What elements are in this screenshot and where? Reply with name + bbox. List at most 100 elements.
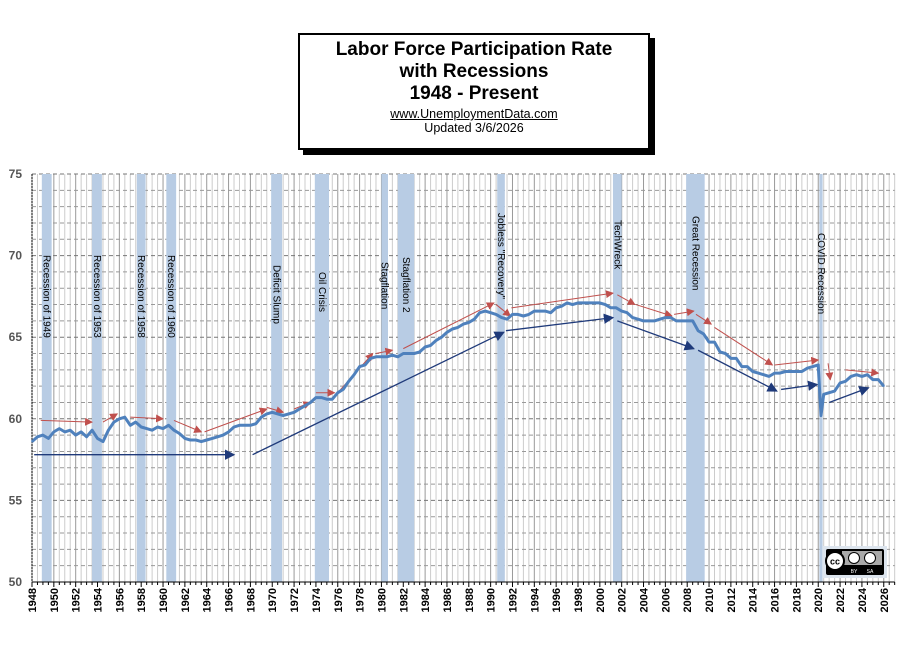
recession-band	[497, 174, 505, 582]
x-tick-label: 2014	[748, 587, 760, 612]
data-point	[200, 440, 203, 443]
data-point	[511, 313, 514, 316]
data-point	[424, 346, 426, 348]
data-point	[762, 373, 765, 376]
red-trend-arrow	[130, 414, 165, 423]
data-point	[882, 385, 885, 387]
y-tick-label: 70	[9, 249, 23, 263]
data-point	[353, 373, 355, 376]
data-point	[80, 431, 82, 433]
data-point	[615, 307, 618, 309]
x-tick-label: 1998	[573, 588, 585, 612]
data-point	[637, 318, 639, 321]
data-point	[276, 413, 279, 415]
data-point	[751, 370, 754, 373]
data-point	[151, 429, 153, 432]
red-trend-arrow	[825, 363, 834, 381]
data-point	[249, 424, 252, 427]
recession-label: Stagflation	[379, 262, 390, 309]
data-point	[347, 380, 350, 383]
x-tick-label: 1974	[311, 587, 323, 612]
recession-label: COVID Recession	[815, 233, 826, 314]
data-point	[522, 315, 525, 317]
data-point	[184, 437, 186, 440]
data-point	[287, 413, 290, 415]
data-point	[820, 414, 822, 417]
x-tick-label: 1988	[464, 588, 476, 612]
data-point	[47, 437, 50, 440]
source-url-link[interactable]: www.UnemploymentData.com	[390, 107, 558, 121]
recession-label: Jobless "Recovery"	[495, 213, 506, 299]
data-point	[63, 431, 66, 433]
recession-band	[397, 174, 415, 582]
recession-band	[314, 174, 330, 582]
data-point	[544, 310, 547, 312]
data-point	[670, 316, 672, 319]
data-point	[53, 431, 55, 433]
data-point	[724, 352, 727, 355]
recession-band	[271, 174, 283, 582]
x-tick-label: 1982	[398, 588, 410, 612]
data-point	[861, 375, 863, 378]
data-point	[129, 424, 132, 427]
data-point	[238, 424, 241, 427]
data-point	[757, 372, 759, 374]
data-point	[517, 313, 519, 316]
data-point	[102, 440, 104, 443]
data-point	[195, 439, 197, 441]
data-point	[140, 426, 142, 428]
data-point	[244, 424, 246, 427]
data-point	[118, 418, 121, 420]
data-point	[822, 393, 825, 396]
x-tick-label: 2000	[595, 588, 607, 612]
data-point	[413, 352, 416, 355]
data-point	[298, 408, 301, 410]
data-point	[746, 365, 749, 368]
x-tick-label: 1994	[529, 587, 541, 612]
data-point	[255, 422, 257, 425]
data-point	[429, 344, 432, 347]
recession-label: TechWreck	[611, 220, 622, 270]
x-tick-label: 2004	[639, 587, 651, 612]
creative-commons-by-sa-icon: cc BY SA	[823, 546, 887, 578]
x-tick-label: 1952	[71, 588, 83, 612]
data-point	[145, 427, 148, 430]
data-point	[457, 326, 459, 329]
data-point	[566, 302, 568, 304]
x-tick-label: 1996	[551, 588, 563, 612]
x-tick-label: 2010	[704, 588, 716, 612]
red-trend-arrow	[714, 326, 774, 366]
data-point	[85, 435, 88, 438]
data-point	[468, 321, 470, 324]
data-point	[397, 355, 399, 358]
data-point	[784, 370, 787, 373]
data-point	[801, 370, 803, 373]
data-point	[560, 305, 563, 307]
data-point	[817, 364, 820, 366]
chart-title-box: Labor Force Participation Rate with Rece…	[298, 33, 650, 150]
data-point	[833, 390, 836, 392]
data-point	[446, 331, 448, 334]
data-point	[320, 396, 323, 399]
data-point	[211, 437, 213, 440]
data-point	[391, 354, 394, 356]
data-point	[260, 416, 263, 418]
x-tick-label: 2002	[617, 588, 629, 612]
data-point	[91, 429, 93, 432]
participation-rate-line	[31, 301, 885, 444]
red-trend-arrow	[403, 302, 495, 350]
recession-band	[136, 174, 146, 582]
data-point	[768, 375, 770, 378]
data-point	[653, 320, 656, 322]
red-trend-arrow	[40, 417, 94, 426]
data-point	[680, 320, 683, 322]
data-point	[227, 431, 230, 433]
x-tick-label: 2016	[770, 588, 782, 612]
x-tick-label: 1954	[93, 587, 105, 612]
x-tick-label: 1968	[245, 588, 257, 612]
recession-label: Recession of 1958	[135, 255, 146, 338]
data-point	[620, 310, 623, 312]
data-point	[691, 320, 694, 322]
data-point	[866, 373, 869, 376]
data-point	[173, 429, 175, 432]
